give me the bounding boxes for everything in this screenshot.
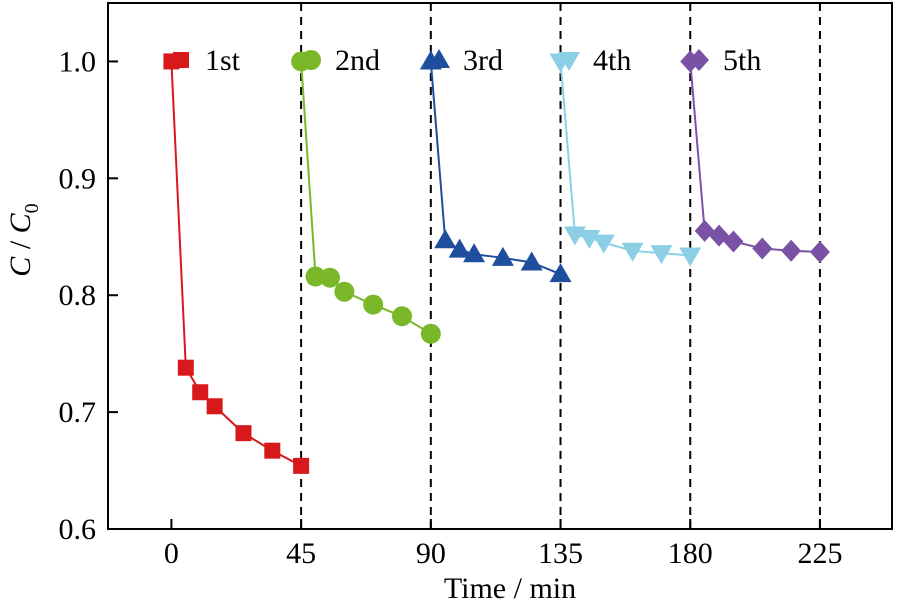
y-tick-label-0.9: 0.9 (59, 162, 97, 195)
point-3rd-4 (491, 246, 514, 266)
point-4th-4 (621, 242, 644, 262)
legend-label-5th: 5th (723, 44, 761, 77)
point-5th-1 (694, 219, 715, 242)
y-tick-label-0.8: 0.8 (59, 279, 97, 312)
x-tick-label-0: 0 (164, 537, 179, 570)
point-2nd-3 (334, 281, 355, 302)
legend-label-1st: 1st (205, 44, 241, 77)
point-5th-5 (781, 239, 802, 262)
legend: 1st 2nd 3rd 4th 5th (173, 44, 761, 77)
point-3rd-6 (549, 263, 572, 283)
axis-ticks (108, 60, 821, 530)
point-1st-4 (235, 425, 252, 442)
legend-marker-2nd (301, 50, 321, 70)
legend-label-2nd: 2nd (335, 44, 380, 77)
point-2nd-4 (363, 294, 384, 315)
point-4th-6 (679, 247, 702, 267)
x-tick-label-45: 45 (286, 537, 316, 570)
x-tick-label-180: 180 (668, 537, 713, 570)
tick-labels: 0 45 90 135 180 225 0.6 0.7 0.8 0.9 1.0 (59, 45, 843, 570)
plot-frame (107, 2, 893, 530)
series-markers (163, 50, 830, 474)
point-5th-3 (723, 230, 744, 253)
point-1st-3 (206, 398, 223, 415)
point-3rd-1 (434, 229, 457, 249)
point-2nd-6 (420, 323, 441, 344)
point-4th-5 (650, 245, 673, 265)
y-tick-label-1: 1.0 (59, 45, 97, 78)
point-1st-2 (192, 384, 209, 401)
point-2nd-1 (305, 266, 326, 287)
point-4th-3 (592, 234, 615, 254)
point-2nd-2 (319, 267, 340, 288)
legend-marker-3rd (428, 49, 450, 68)
series-line-4th (559, 61, 691, 257)
point-2nd-5 (392, 306, 412, 327)
point-1st-1 (177, 359, 194, 376)
point-3rd-3 (463, 243, 486, 263)
x-tick-label-90: 90 (416, 537, 446, 570)
point-1st-5 (264, 442, 281, 459)
cycle-divider-lines (300, 3, 821, 529)
x-tick-label-135: 135 (538, 537, 583, 570)
series-line-1st (170, 61, 302, 467)
y-tick-label-0.7: 0.7 (59, 396, 97, 429)
legend-label-3rd: 3rd (463, 44, 503, 77)
legend-marker-4th (558, 52, 580, 71)
point-5th-6 (809, 240, 830, 263)
legend-marker-1st (173, 52, 189, 68)
point-3rd-5 (520, 251, 543, 271)
series-line-2nd (300, 61, 432, 335)
series-line-5th (689, 61, 820, 253)
x-tick-label-225: 225 (797, 537, 842, 570)
y-tick-label-0.6: 0.6 (59, 513, 97, 546)
x-axis-title: Time / min (444, 572, 576, 604)
y-axis-title: C / C0 (4, 203, 43, 276)
point-3rd-2 (448, 238, 471, 258)
legend-label-4th: 4th (593, 44, 631, 77)
point-5th-4 (752, 237, 773, 260)
legend-marker-5th (689, 49, 709, 71)
point-1st-6 (293, 457, 310, 474)
